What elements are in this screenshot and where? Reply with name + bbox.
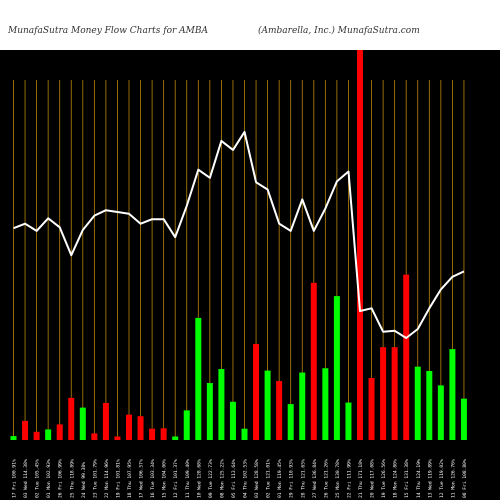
chart-title-left: MunafaSutra Money Flow Charts for AMBA [8, 26, 208, 36]
x-tick-label: 11 Thu 109.40% [185, 459, 191, 498]
x-tick-label: 15 Fri 131.38% [404, 459, 410, 498]
money-flow-bar [149, 428, 156, 440]
x-tick-label: 12 Fri 101.37% [173, 459, 179, 498]
chart-header: MunafaSutra Money Flow Charts for AMBA (… [0, 0, 500, 50]
money-flow-bar [380, 347, 387, 440]
money-flow-bar [172, 436, 179, 440]
money-flow-bar [22, 420, 29, 440]
x-tick-label: 03 Wed 128.58% [254, 459, 260, 498]
x-tick-label: 27 Wed 136.84% [312, 459, 318, 498]
money-flow-bar [45, 429, 52, 440]
money-flow-bar [79, 407, 86, 440]
x-tick-label: 17 Fri 100.91% [12, 459, 18, 498]
x-tick-label: 03 Wed 114.38% [23, 459, 29, 498]
x-tick-label: 25 Mon 130.78% [335, 459, 341, 498]
x-tick-label: 24 Wed 99.38% [81, 462, 87, 498]
money-flow-bar [229, 401, 236, 440]
money-flow-bar [91, 433, 98, 440]
money-flow-bar [183, 410, 190, 440]
x-tick-label: 01 Mon 119.45% [277, 459, 283, 498]
x-tick-label: 22 Fri 111.99% [346, 459, 352, 498]
x-tick-label: 17 Wed 106.57% [139, 459, 145, 498]
price-line [13, 130, 465, 339]
money-flow-bar [218, 369, 225, 440]
x-tick-label: 19 Tue 126.56% [381, 459, 387, 498]
money-flow-bar [206, 383, 213, 440]
x-tick-label: 29 Fri 110.93% [289, 459, 295, 498]
money-flow-chart: 17 Fri 100.91% 03 Wed 114.38% 02 Tue 105.4… [10, 50, 468, 498]
x-tick-label: 09 Tue 122.73% [208, 459, 214, 498]
x-tick-label: 19 Fri 101.81% [115, 459, 121, 498]
money-flow-bar [449, 349, 456, 440]
money-flow-bar [56, 424, 63, 440]
money-flow-bar [276, 381, 283, 440]
x-tick-label: 14 Thu 124.19% [416, 459, 422, 498]
x-tick-label: 28 Thu 121.65% [300, 459, 306, 498]
x-tick-label: 02 Tue 105.45% [35, 459, 41, 498]
money-flow-bar [460, 398, 467, 440]
money-flow-bar [195, 317, 202, 440]
x-tick-label: 26 Fri 106.99% [58, 459, 64, 498]
x-tick-label: 25 Thu 118.89% [69, 459, 75, 498]
x-tick-label: 12 Tue 119.02% [439, 459, 445, 498]
chart-title-right: (Ambarella, Inc.) MunafaSutra.com [258, 26, 420, 36]
money-flow-bar [68, 397, 75, 440]
money-flow-bar [426, 370, 433, 440]
money-flow-bar [437, 385, 444, 440]
x-tick-label: 20 Wed 117.08% [370, 459, 376, 498]
x-tick-label: 16 Tue 103.34% [150, 459, 156, 498]
x-tick-label: 23 Tue 101.79% [92, 459, 98, 498]
money-flow-bar [357, 50, 363, 440]
money-flow-bar [241, 428, 248, 440]
money-flow-bar [10, 436, 17, 440]
x-tick-label: 04 Thu 102.53% [243, 459, 249, 498]
money-flow-bar [345, 402, 352, 440]
money-flow-bar [391, 347, 398, 440]
x-tick-label: 11 Mon 126.76% [450, 459, 456, 498]
money-flow-bar [264, 370, 271, 440]
money-flow-bar [333, 296, 340, 440]
x-tick-label: 13 Wed 119.89% [427, 459, 433, 498]
money-flow-bar [160, 428, 167, 440]
x-tick-label: 10 Wed 128.68% [196, 459, 202, 498]
money-flow-bar [310, 282, 317, 440]
money-flow-bar [33, 431, 40, 440]
x-tick-label: 26 Tue 121.26% [323, 459, 329, 498]
x-tick-label: 22 Mon 114.96% [104, 459, 110, 498]
x-tick-label: 08 Fri 108.80% [462, 459, 468, 498]
x-tick-label: 05 Fri 113.64% [231, 459, 237, 498]
chart-plot-area: 17 Fri 100.91% 03 Wed 114.38% 02 Tue 105.4… [0, 50, 500, 500]
x-tick-label: 18 Thu 107.95% [127, 459, 133, 498]
money-flow-bar [287, 404, 294, 440]
x-tick-label: 08 Mon 125.22% [219, 459, 225, 498]
x-tick-label: 18 Mon 124.80% [393, 459, 399, 498]
money-flow-bar [403, 274, 410, 440]
money-flow-bar [114, 436, 121, 440]
money-flow-bar [414, 366, 421, 440]
x-tick-label: 02 Tue 121.01% [266, 459, 272, 498]
money-flow-bar [253, 344, 260, 440]
x-tick-label: 15 Mon 104.00% [162, 459, 168, 498]
money-flow-bar [102, 402, 109, 440]
money-flow-bar [322, 368, 329, 440]
money-flow-bar [368, 377, 375, 440]
x-tick-label: 21 Thu 171.18% [358, 459, 364, 498]
money-flow-bar [299, 372, 306, 440]
money-flow-bar [137, 416, 144, 440]
money-flow-bar [126, 414, 132, 440]
x-tick-label: 01 Mon 102.93% [46, 459, 52, 498]
